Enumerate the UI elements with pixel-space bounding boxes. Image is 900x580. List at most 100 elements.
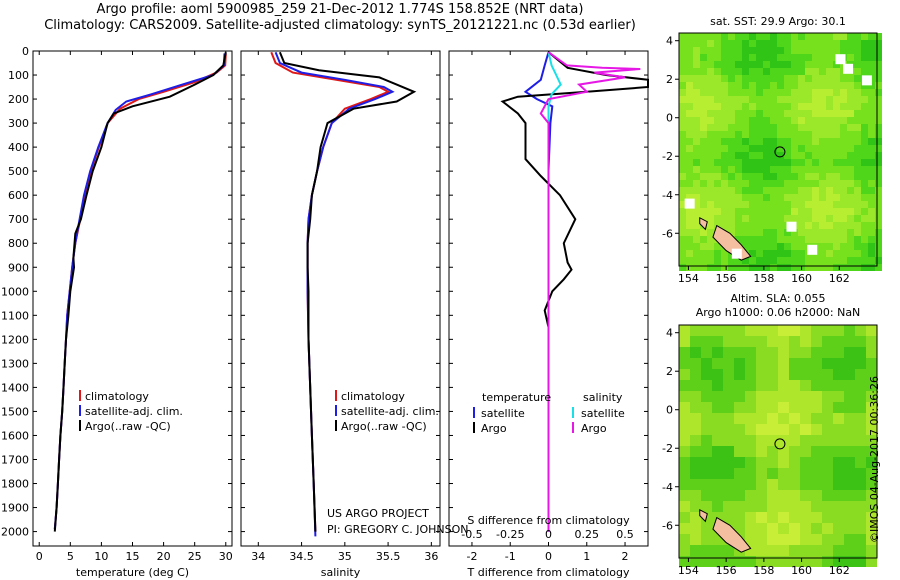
sst-map-cell	[784, 33, 791, 40]
sla-map-cell	[734, 369, 745, 380]
sst-map-cell	[735, 201, 742, 208]
sst-map-cell	[728, 187, 735, 194]
sla-map-cell	[701, 402, 712, 413]
sst-map-cell	[798, 187, 805, 194]
sst-map-cell	[861, 194, 868, 201]
sla-map-cell	[690, 457, 701, 468]
sla-map-cell	[778, 336, 789, 347]
sst-map-cell	[805, 138, 812, 145]
sst-map-cell	[749, 257, 756, 264]
sla-map-cell	[679, 391, 690, 402]
sla-map-cell	[844, 325, 855, 336]
sst-map-cell	[868, 257, 875, 264]
sst-map-cell	[784, 215, 791, 222]
sst-map-cell	[819, 152, 826, 159]
sst-map-cell	[805, 47, 812, 54]
sst-map-cell	[770, 180, 777, 187]
sla-map-ytick-label: -2	[662, 442, 673, 455]
sst-map-cell	[735, 117, 742, 124]
sla-map-cell	[734, 325, 745, 336]
sla-map-cell	[701, 347, 712, 358]
sst-map-cell	[770, 250, 777, 257]
sla-map-cell	[789, 391, 800, 402]
sla-map-cell	[712, 336, 723, 347]
sst-map-cell	[735, 257, 742, 264]
sst-map-cell	[784, 264, 791, 271]
sst-map-cell	[784, 54, 791, 61]
sla-map-cell	[679, 468, 690, 479]
depth-tick-label: 1900	[1, 502, 29, 515]
sla-map-cell	[800, 325, 811, 336]
sst-map-cell	[721, 138, 728, 145]
sst-map-cell	[707, 229, 714, 236]
sst-map-cell	[763, 110, 770, 117]
sst-missing-data	[861, 75, 872, 86]
sla-map-cell	[745, 479, 756, 490]
sst-map-cell	[777, 110, 784, 117]
sla-map-cell	[855, 545, 866, 556]
sst-map-cell	[679, 208, 686, 215]
sst-map-cell	[700, 250, 707, 257]
sst-map-cell	[777, 68, 784, 75]
sst-map-cell	[805, 61, 812, 68]
sla-map-cell	[778, 501, 789, 512]
sst-map-cell	[784, 89, 791, 96]
sla-map-cell	[833, 413, 844, 424]
difference-series-s-argo	[539, 51, 641, 532]
sst-map-title: sat. SST: 29.9 Argo: 30.1	[710, 15, 846, 28]
sst-map-cell	[854, 166, 861, 173]
sla-map-cell	[866, 413, 877, 424]
sla-map-cell	[833, 391, 844, 402]
sla-map-cell	[778, 512, 789, 523]
sst-map-cell	[812, 208, 819, 215]
sst-map-cell	[805, 257, 812, 264]
sla-map-land	[699, 509, 708, 523]
sst-map-cell	[686, 166, 693, 173]
sst-map-cell	[826, 145, 833, 152]
sst-map-cell	[735, 131, 742, 138]
depth-tick-label: 700	[8, 213, 29, 226]
sst-map-xtick-label: 158	[753, 272, 774, 285]
sst-map-cell	[700, 208, 707, 215]
sst-map-cell	[707, 201, 714, 208]
sst-map-cell	[735, 222, 742, 229]
sla-map-cell	[855, 369, 866, 380]
sst-map-cell	[742, 222, 749, 229]
sst-map-cell	[777, 250, 784, 257]
sst-map-cell	[868, 166, 875, 173]
sla-map-cell	[756, 424, 767, 435]
sst-map-cell	[742, 257, 749, 264]
sla-map-cell	[734, 446, 745, 457]
sst-map-cell	[854, 187, 861, 194]
sst-map-cell	[756, 82, 763, 89]
sst-map-cell	[840, 47, 847, 54]
sst-map-cell	[861, 54, 868, 61]
sla-map-cell	[811, 501, 822, 512]
sst-map-cell	[805, 208, 812, 215]
sla-map-cell	[690, 380, 701, 391]
sst-map-cell	[791, 110, 798, 117]
sst-map-cell	[777, 180, 784, 187]
sst-map-cell	[798, 215, 805, 222]
sla-map-cell	[778, 446, 789, 457]
sst-missing-data	[731, 248, 742, 259]
diff-legend-label: satellite	[581, 407, 625, 420]
sst-map-cell	[812, 117, 819, 124]
sst-map-cell	[826, 131, 833, 138]
sla-map-cell	[844, 523, 855, 534]
sst-map-cell	[693, 89, 700, 96]
sla-map-cell	[712, 347, 723, 358]
sst-map-cell	[798, 96, 805, 103]
sla-map-cell	[734, 413, 745, 424]
sst-map-cell	[812, 131, 819, 138]
sla-map-cell	[756, 457, 767, 468]
sst-map-cell	[721, 68, 728, 75]
sst-map-cell	[763, 89, 770, 96]
sla-map-cell	[745, 556, 756, 567]
sst-map-cell	[770, 89, 777, 96]
sst-map-cell	[826, 124, 833, 131]
sst-map-cell	[875, 40, 882, 47]
sst-map-cell	[847, 187, 854, 194]
sla-map-cell	[679, 358, 690, 369]
sla-map-cell	[822, 391, 833, 402]
